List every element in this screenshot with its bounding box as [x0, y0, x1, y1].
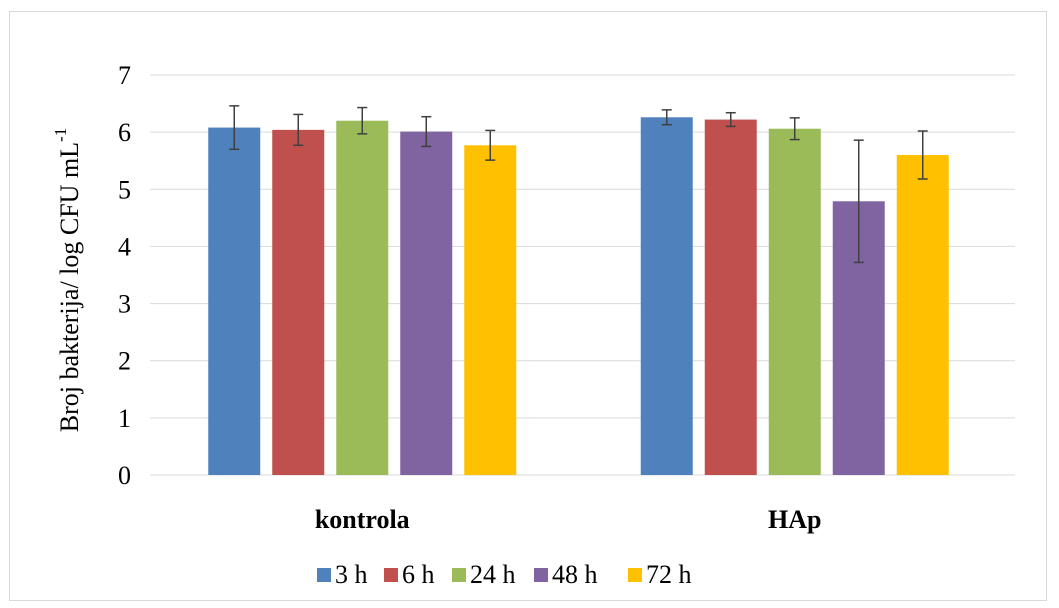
legend-swatch: [317, 568, 331, 582]
y-tick-label: 5: [118, 175, 131, 204]
legend-swatch: [452, 568, 466, 582]
bar: [640, 117, 693, 476]
error-bars: [229, 105, 928, 264]
bars: [208, 117, 949, 476]
legend-label: 6 h: [402, 560, 435, 589]
legend-item: 6 h: [384, 560, 435, 589]
legend-item: 3 h: [317, 560, 368, 589]
legend-swatch: [628, 568, 642, 582]
legend-label: 48 h: [552, 560, 598, 589]
error-bar: [421, 115, 432, 148]
error-bar: [293, 113, 304, 147]
error-bar: [485, 129, 496, 161]
legend-label: 72 h: [646, 560, 692, 589]
legend: 3 h 6 h 24 h 48 h 72 h: [317, 560, 692, 589]
bar: [464, 145, 517, 476]
y-tick-label: 7: [118, 61, 131, 90]
bar: [208, 127, 261, 476]
error-bar: [853, 139, 864, 264]
legend-item: 72 h: [628, 560, 692, 589]
error-bar: [789, 117, 800, 141]
y-axis-label: Broj bakterija/ log CFU mL-1: [51, 128, 84, 432]
legend-item: 48 h: [534, 560, 598, 589]
y-tick-label: 3: [118, 290, 131, 319]
error-bar: [725, 111, 736, 128]
error-bar: [357, 106, 368, 135]
x-category-label: kontrola: [315, 505, 410, 534]
y-tick-label: 6: [118, 118, 131, 147]
error-bar: [229, 105, 240, 151]
y-tick-label: 1: [118, 404, 131, 433]
legend-swatch: [534, 568, 548, 582]
y-axis-label-text: Broj bakterija/ log CFU mL: [55, 142, 84, 432]
legend-swatch: [384, 568, 398, 582]
bar: [896, 155, 949, 475]
legend-item: 24 h: [452, 560, 516, 589]
error-bar: [661, 109, 672, 126]
error-bar: [917, 130, 928, 180]
y-axis-label-superscript: -1: [51, 128, 70, 142]
bar: [400, 131, 453, 476]
y-axis-ticks: 0 1 2 3 4 5 6 7: [118, 61, 131, 490]
bar: [272, 129, 325, 475]
bar: [336, 120, 389, 475]
y-tick-label: 2: [118, 347, 131, 376]
bar: [704, 119, 757, 476]
legend-label: 24 h: [470, 560, 516, 589]
y-tick-label: 0: [118, 461, 131, 490]
bar: [768, 128, 821, 475]
x-category-label: HAp: [768, 505, 821, 534]
y-tick-label: 4: [118, 232, 131, 261]
x-axis-categories: kontrola HAp: [315, 505, 822, 534]
legend-label: 3 h: [335, 560, 368, 589]
